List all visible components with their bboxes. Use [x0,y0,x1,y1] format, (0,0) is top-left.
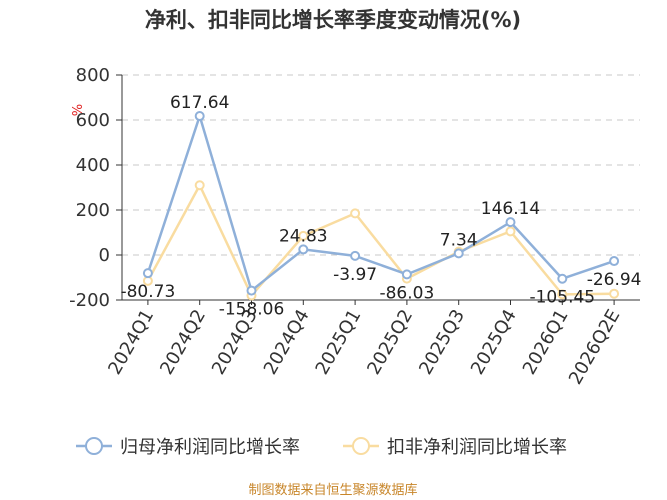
data-label: -158.06 [219,300,285,320]
data-point [609,288,620,299]
legend-item: 扣非净利润同比增长率 [343,437,567,458]
y-axis-unit-label: % [68,104,83,116]
y-tick-label: 200 [76,200,110,221]
y-tick-label: 800 [76,65,110,86]
data-point [505,217,516,228]
data-label: 617.64 [170,93,229,113]
data-label: 24.83 [279,226,328,246]
data-label: 7.34 [440,230,478,250]
data-point [194,180,205,191]
data-label: -26.94 [587,270,642,290]
y-tick-label: 400 [76,155,110,176]
data-point [505,226,516,237]
data-point [194,111,205,122]
data-point [401,269,412,280]
x-tick-label: 2025Q2 [363,306,417,378]
legend-label: 归母净利润同比增长率 [120,437,300,458]
x-tick-label: 2026Q2E [565,306,625,388]
data-point [557,289,568,300]
x-tick-label: 2025Q3 [415,306,469,378]
source-note: 制图数据来自恒生聚源数据库 [248,482,417,498]
x-tick-label: 2024Q2 [156,306,210,378]
series-1 [142,180,620,301]
data-label: -105.45 [529,288,595,308]
chart-title: 净利、扣非同比增长率季度变动情况(%) [145,8,521,32]
data-point [298,230,309,241]
data-point [350,208,361,219]
series-0 [142,111,620,296]
data-point [557,273,568,284]
data-point [246,285,257,296]
legend-item: 归母净利润同比增长率 [76,437,300,458]
x-tick-label: 2025Q4 [467,306,521,378]
legend-label: 扣非净利润同比增长率 [387,437,567,458]
x-tick-label: 2025Q1 [312,306,366,378]
series-line [146,184,615,297]
x-tick-label: 2026Q1 [519,306,573,378]
series-line [146,114,615,292]
data-point [298,244,309,255]
data-label: 146.14 [481,199,540,219]
axes: -20002004006008002024Q12024Q22024Q32024Q… [69,65,640,388]
data-point [350,250,361,261]
data-label: -80.73 [120,282,175,302]
legend-swatch-marker [85,437,103,455]
data-label: -3.97 [333,265,377,285]
legend-swatch-marker [352,437,370,455]
series-lines [142,111,620,301]
y-tick-label: -200 [69,290,110,311]
data-point [609,256,620,267]
data-labels: -80.73 617.64 -158.06 24.83-3.97-86.03 7.341… [120,93,641,320]
x-tick-label: 2024Q1 [104,306,158,378]
y-tick-label: 0 [99,245,110,266]
data-point [453,248,464,259]
legend: 归母净利润同比增长率 扣非净利润同比增长率 [76,437,567,458]
data-point [142,268,153,279]
data-label: -86.03 [379,283,434,303]
y-tick-label: 600 [76,110,110,131]
